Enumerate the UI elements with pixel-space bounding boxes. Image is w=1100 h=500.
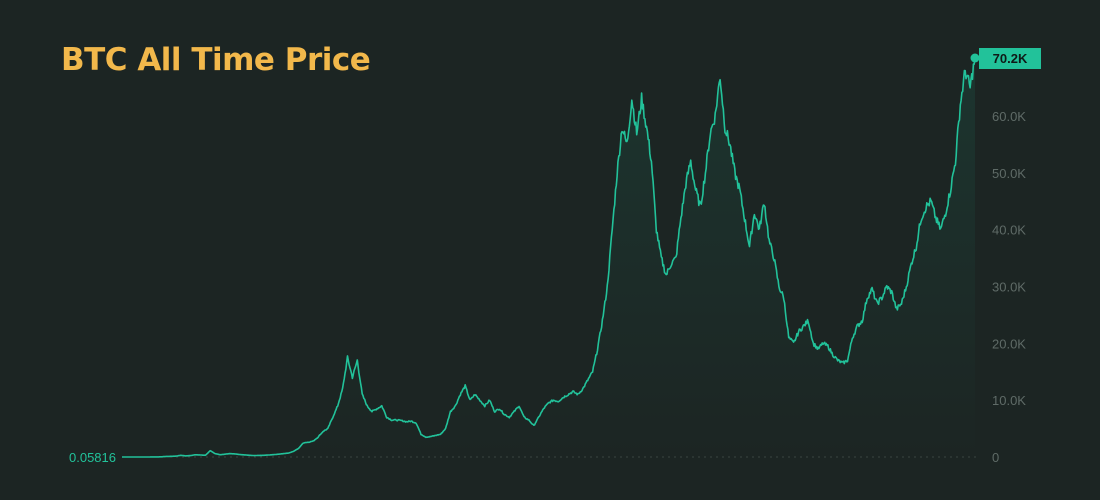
y-tick-label: 10.0K	[992, 393, 1026, 408]
y-tick-label: 40.0K	[992, 223, 1026, 238]
price-area	[122, 58, 975, 457]
y-tick-label: 20.0K	[992, 336, 1026, 351]
start-price-label: 0.05816	[69, 450, 116, 465]
y-tick-label: 60.0K	[992, 109, 1026, 124]
current-price-badge	[979, 48, 1041, 69]
price-line	[122, 57, 976, 458]
chart-title: BTC All Time Price	[61, 42, 371, 78]
y-tick-label: 0	[992, 450, 999, 465]
current-price-dot	[970, 53, 980, 63]
current-price-label: 70.2K	[993, 51, 1028, 66]
y-tick-label: 30.0K	[992, 279, 1026, 294]
y-tick-label: 50.0K	[992, 166, 1026, 181]
